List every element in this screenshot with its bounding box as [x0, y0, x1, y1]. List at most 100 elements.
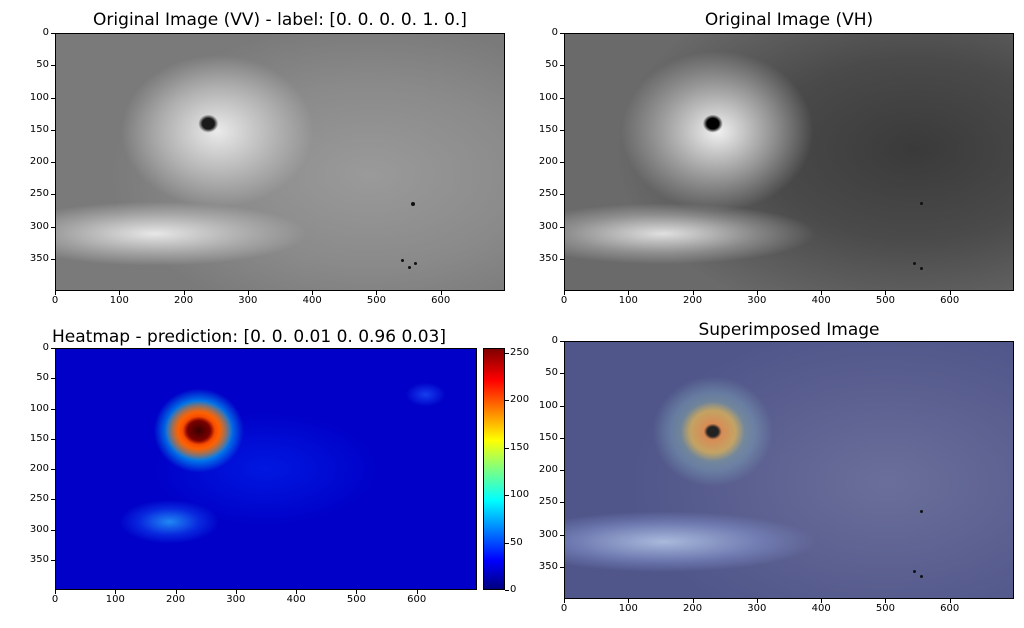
superimposed-y-tick-mark: [560, 437, 564, 439]
heatmap-x-tick-mark: [416, 590, 418, 594]
vv-y-tick-mark: [51, 33, 55, 34]
vv-island-dot: [414, 262, 417, 265]
superimposed-y-tick-mark: [560, 341, 564, 342]
vv-x-tick-mark: [119, 291, 121, 295]
vh-x-tick-label: 400: [811, 295, 831, 306]
vv-y-tick-label: 100: [29, 91, 49, 103]
heatmap-x-tick-mark: [296, 590, 298, 594]
superimposed-x-tick-mark: [885, 599, 887, 603]
vh-x-tick-mark: [756, 291, 758, 295]
superimposed-y-tick-mark: [560, 470, 564, 471]
heatmap-x-tick-label: 500: [346, 594, 366, 605]
heatmap-x-tick-label: 300: [226, 594, 246, 605]
heatmap-y-tick-label: 300: [29, 523, 49, 535]
vh-y-tick-label: 150: [538, 123, 558, 135]
heatmap-y-tick-mark: [51, 469, 55, 470]
heatmap-x-tick-mark: [175, 590, 177, 594]
vv-y-tick-mark: [51, 129, 55, 131]
vh-island-dot: [920, 267, 923, 270]
vh-y-tick-label: 300: [538, 220, 558, 232]
colorbar-tick-mark: [505, 352, 509, 354]
vh-y-tick-label: 200: [538, 156, 558, 167]
vh-image: [564, 33, 1014, 291]
vh-y-tick-label: 250: [538, 188, 558, 200]
heatmap-y-tick-label: 200: [29, 463, 49, 474]
superimposed-y-tick-mark: [560, 566, 564, 568]
vv-y-tick-label: 300: [29, 220, 49, 232]
vv-island-dot: [401, 259, 404, 262]
superimposed-x-tick-mark: [756, 599, 758, 603]
vh-island-dot: [920, 202, 923, 205]
vh-y-tick-label: 50: [545, 59, 558, 71]
superimposed-y-tick-label: 250: [538, 496, 558, 508]
heatmap-x-tick-mark: [235, 590, 237, 594]
colorbar-tick-label: 250: [510, 346, 530, 358]
vv-island-dot: [411, 202, 415, 206]
colorbar-tick-mark: [505, 542, 509, 544]
superimposed-y-tick-label: 300: [538, 528, 558, 540]
vv-y-tick-mark: [51, 65, 55, 67]
sup-island-dot: [913, 570, 916, 573]
heatmap-x-tick-mark: [115, 590, 117, 594]
vh-title: Original Image (VH): [704, 10, 874, 30]
heatmap-y-tick-mark: [51, 529, 55, 531]
superimposed-y-tick-label: 0: [551, 335, 558, 346]
vv-x-tick-mark: [247, 291, 249, 295]
vv-y-tick-mark: [51, 97, 55, 99]
superimposed-y-tick-mark: [560, 502, 564, 504]
vv-image: [55, 33, 505, 291]
superimposed-x-tick-label: 400: [811, 603, 831, 614]
superimposed-x-tick-label: 600: [940, 603, 960, 614]
vh-x-tick-label: 0: [560, 295, 568, 306]
vv-x-tick-mark: [55, 291, 56, 295]
vh-island-dot: [913, 262, 916, 265]
vv-x-tick-label: 400: [302, 295, 322, 306]
colorbar: [483, 348, 505, 590]
vv-x-tick-label: 600: [431, 295, 451, 306]
heatmap-y-tick-label: 250: [29, 493, 49, 505]
superimposed-y-tick-label: 150: [538, 431, 558, 443]
heatmap-y-tick-label: 50: [36, 372, 49, 384]
superimposed-x-tick-label: 300: [747, 603, 767, 614]
vh-y-tick-mark: [560, 33, 564, 34]
vh-y-tick-mark: [560, 226, 564, 228]
heatmap-x-tick-mark: [356, 590, 358, 594]
vh-y-tick-label: 350: [538, 252, 558, 264]
superimposed-x-tick-label: 200: [683, 603, 703, 614]
vv-y-tick-label: 150: [29, 123, 49, 135]
vv-y-tick-mark: [51, 258, 55, 260]
vv-y-tick-label: 50: [36, 59, 49, 71]
superimposed-x-tick-mark: [564, 599, 565, 603]
sup-island-dot: [920, 510, 923, 513]
vv-island-dot: [408, 266, 411, 269]
colorbar-tick-label: 50: [510, 536, 523, 548]
superimposed-y-tick-mark: [560, 534, 564, 536]
heatmap-x-tick-label: 0: [51, 594, 59, 605]
superimposed-x-tick-mark: [949, 599, 951, 603]
superimposed-x-tick-label: 500: [875, 603, 895, 614]
vv-x-tick-mark: [440, 291, 442, 295]
vv-x-tick-label: 0: [51, 295, 59, 306]
vv-title: Original Image (VV) - label: [0. 0. 0. 0…: [93, 10, 467, 30]
vv-y-tick-label: 0: [42, 27, 49, 38]
colorbar-tick-label: 100: [510, 489, 530, 501]
colorbar-tick-mark: [505, 400, 509, 402]
vh-y-tick-mark: [560, 194, 564, 196]
heatmap-y-tick-label: 100: [29, 402, 49, 414]
heatmap-y-tick-mark: [51, 499, 55, 501]
superimposed-x-tick-mark: [821, 599, 823, 603]
heatmap-image: [55, 348, 477, 590]
vh-x-tick-mark: [692, 291, 694, 295]
vv-x-tick-mark: [183, 291, 185, 295]
vh-y-tick-mark: [560, 97, 564, 99]
superimposed-y-tick-label: 350: [538, 560, 558, 572]
vh-y-tick-label: 0: [551, 27, 558, 38]
vh-x-tick-mark: [564, 291, 565, 295]
vh-x-tick-mark: [885, 291, 887, 295]
colorbar-tick-mark: [505, 495, 509, 497]
heatmap-y-tick-mark: [51, 408, 55, 410]
colorbar-tick-label: 150: [510, 441, 530, 453]
vh-x-tick-label: 500: [875, 295, 895, 306]
superimposed-y-tick-mark: [560, 405, 564, 407]
vh-x-tick-label: 300: [747, 295, 767, 306]
